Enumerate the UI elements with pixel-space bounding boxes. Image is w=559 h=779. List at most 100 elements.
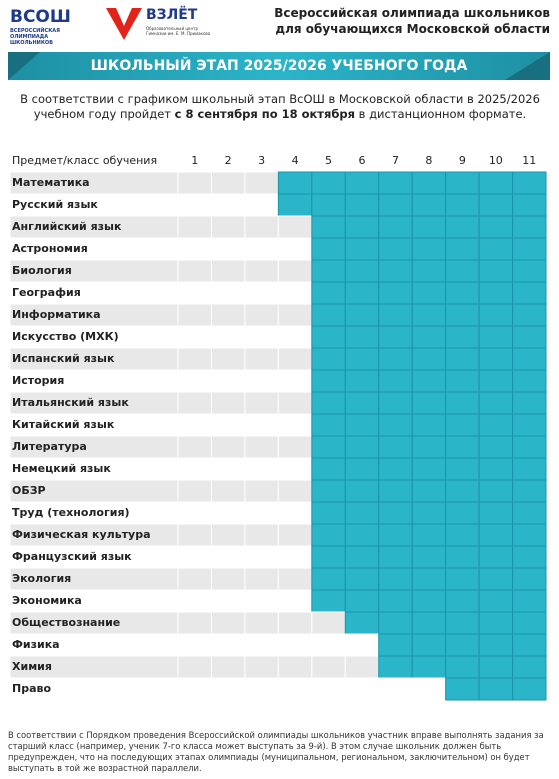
grade-cell-active (411, 501, 447, 525)
grade-cell-active (378, 457, 413, 481)
subject: Литература (12, 440, 87, 453)
subject: Физика (12, 638, 60, 651)
grade-cell (277, 633, 313, 657)
grade-cell (177, 413, 212, 437)
grade-cell (277, 303, 313, 327)
grade-cell (210, 501, 246, 525)
grade-cell-active (478, 303, 514, 327)
grade-cell-active (344, 545, 380, 569)
grade-cell (177, 347, 212, 371)
grade-cell-active (478, 545, 514, 569)
grade-cell (177, 457, 212, 481)
grade-cell (244, 369, 279, 393)
grade-cell-active (411, 369, 447, 393)
grade-cell-active (378, 215, 413, 239)
grade-cell-active (311, 193, 346, 217)
grade-cell (378, 677, 413, 701)
grade-cell-active (478, 479, 514, 503)
grade-cell-active (411, 413, 447, 437)
grade-cell-active (378, 655, 413, 679)
banner-decor (505, 52, 550, 80)
grade-cell (277, 413, 313, 437)
subject: Испанский язык (12, 352, 115, 365)
grade-cell-active (344, 369, 380, 393)
subject: Искусство (МХК) (12, 330, 119, 343)
grade-cell (244, 677, 279, 701)
grade-cell (244, 193, 279, 217)
grade-cell-active (378, 413, 413, 437)
grade-cell-active (445, 259, 480, 283)
grade-cell-active (311, 457, 346, 481)
grade-cell (210, 589, 246, 613)
grade-cell (244, 391, 279, 415)
grade-cell-active (344, 193, 380, 217)
grade-cell-active (411, 171, 447, 195)
grade-cell-active (411, 215, 447, 239)
grade-cell (210, 413, 246, 437)
grade-cell-active (344, 171, 380, 195)
grade-cell (177, 193, 212, 217)
grade-label: 2 (225, 154, 232, 167)
subject: Химия (12, 660, 52, 673)
subject: Итальянский язык (12, 396, 129, 409)
grade-cell (277, 655, 313, 679)
grade-cell (210, 369, 246, 393)
grade-cell (177, 501, 212, 525)
grade-cell-active (478, 435, 514, 459)
grade-cell-active (445, 479, 480, 503)
grade-cell (177, 237, 212, 261)
grade-cell-active (445, 413, 480, 437)
grade-cell-active (512, 611, 547, 635)
grade-cell (244, 589, 279, 613)
grade-cell-active (311, 435, 346, 459)
grade-cell-active (512, 391, 547, 415)
subject: Экология (12, 572, 71, 585)
grade-cell-active (378, 545, 413, 569)
grade-cell-active (378, 347, 413, 371)
grade-cell (177, 171, 212, 195)
grade-cell-active (445, 611, 480, 635)
grade-cell-active (344, 303, 380, 327)
grade-cell-active (478, 413, 514, 437)
grade-cell (344, 655, 380, 679)
grade-cell-active (378, 281, 413, 305)
subject: Математика (12, 176, 90, 189)
grade-cell (311, 677, 346, 701)
grade-cell-active (378, 369, 413, 393)
grade-cell-active (445, 457, 480, 481)
grade-cell (311, 611, 346, 635)
grade-cell-active (478, 523, 514, 547)
grade-cell (177, 215, 212, 239)
grade-cell-active (478, 347, 514, 371)
grade-cell-active (411, 633, 447, 657)
grade-cell-active (378, 633, 413, 657)
grade-cell-active (512, 457, 547, 481)
grade-cell-active (478, 369, 514, 393)
subject: Астрономия (12, 242, 88, 255)
grade-cell-active (344, 259, 380, 283)
grade-cell (277, 523, 313, 547)
grade-cell-active (344, 237, 380, 261)
grade-cell-active (344, 325, 380, 349)
grade-cell-active (411, 259, 447, 283)
subject: Физическая культура (12, 528, 151, 541)
grade-cell (210, 215, 246, 239)
grade-cell-active (445, 215, 480, 239)
grade-cell (411, 677, 447, 701)
grade-cell-active (411, 567, 447, 591)
grade-cell-active (512, 479, 547, 503)
grade-cell-active (378, 237, 413, 261)
grade-cell (177, 589, 212, 613)
grade-cell (277, 215, 313, 239)
grade-cell-active (311, 369, 346, 393)
grade-cell-active (311, 523, 346, 547)
grade-cell (277, 545, 313, 569)
grade-cell (277, 479, 313, 503)
grade-cell-active (512, 435, 547, 459)
grade-cell-active (478, 457, 514, 481)
grade-cell (244, 501, 279, 525)
grade-cell (210, 193, 246, 217)
grade-cell-active (445, 501, 480, 525)
